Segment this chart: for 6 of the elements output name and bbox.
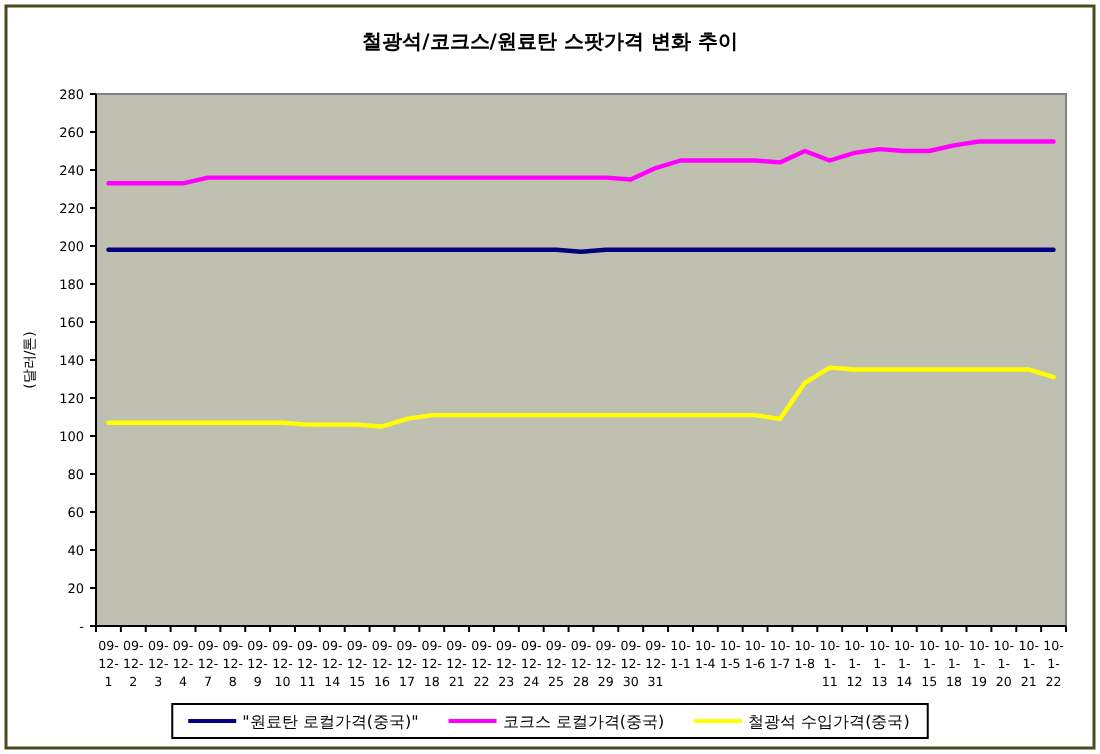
chart-title: 철광석/코크스/원료탄 스팟가격 변화 추이: [362, 32, 738, 54]
line-series: [106, 139, 1056, 186]
line-series: [106, 365, 1056, 429]
legend-label: "원료탄 로컬가격(중국)": [242, 713, 419, 731]
legend-label: 코크스 로컬가격(중국): [502, 713, 665, 731]
legend-label: 철광석 수입가격(중국): [748, 713, 910, 731]
